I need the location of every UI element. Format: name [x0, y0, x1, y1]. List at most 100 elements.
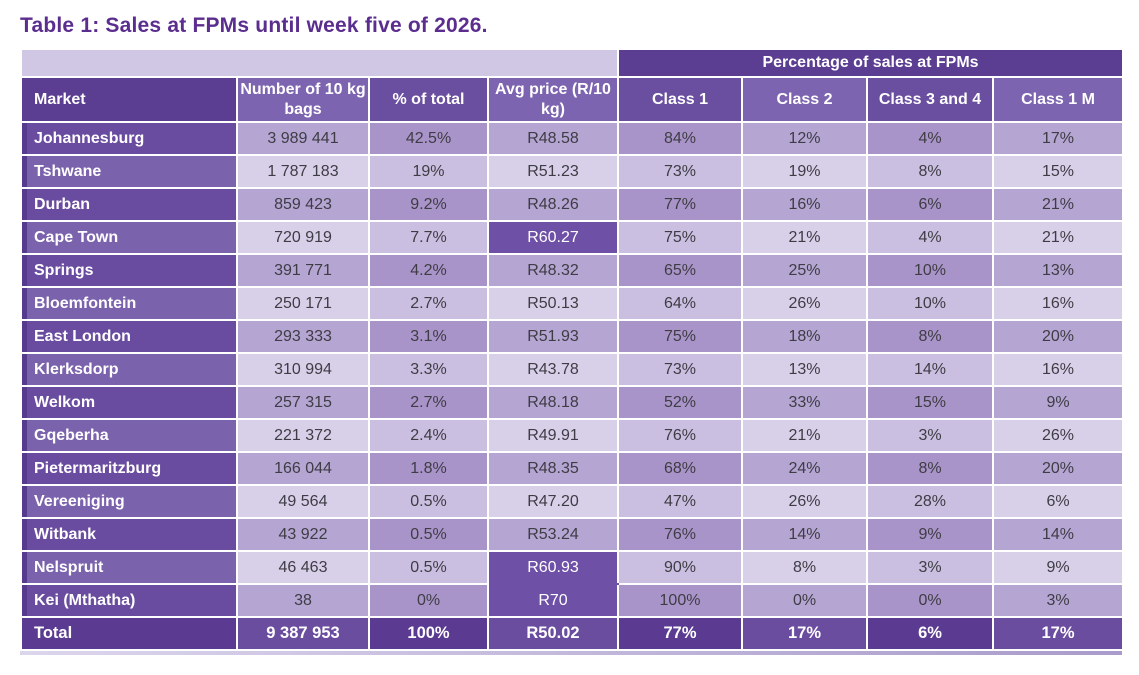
table-row: Johannesburg 3 989 441 42.5% R48.58 84% 12% 4%… [20, 121, 1125, 156]
table-row: Klerksdorp 310 994 3.3% R43.78 73% 13% 14% 16% [20, 352, 1125, 387]
column-header-class1m: Class 1 M [991, 76, 1125, 123]
market-cell: Welkom [20, 385, 238, 420]
total-class1m-cell: 17% [991, 616, 1125, 651]
table-row: Cape Town 720 919 7.7% R60.27 75% 21% 4% 21% [20, 220, 1125, 255]
class2-cell: 26% [741, 484, 868, 519]
avg-price-cell: R47.20 [487, 484, 619, 519]
avg-price-cell: R48.58 [487, 121, 619, 156]
class3and4-cell: 10% [866, 253, 994, 288]
class2-cell: 19% [741, 154, 868, 189]
avg-price-cell: R53.24 [487, 517, 619, 552]
bags-cell: 221 372 [236, 418, 370, 453]
table-row: Gqeberha 221 372 2.4% R49.91 76% 21% 3% 26% [20, 418, 1125, 453]
column-header-class2: Class 2 [741, 76, 868, 123]
avg-price-cell: R60.93 [487, 550, 619, 585]
class3and4-cell: 0% [866, 583, 994, 618]
group-header: Percentage of sales at FPMs [616, 48, 1125, 78]
class3and4-cell: 3% [866, 550, 994, 585]
avg-price-cell: R49.91 [487, 418, 619, 453]
table-row: Durban 859 423 9.2% R48.26 77% 16% 6% 21% [20, 187, 1125, 222]
total-row: Total 9 387 953 100% R50.02 77% 17% 6% 17% [20, 616, 1125, 651]
class1-cell: 76% [617, 418, 743, 453]
bags-cell: 257 315 [236, 385, 370, 420]
class1m-cell: 26% [991, 418, 1125, 453]
class3and4-cell: 8% [866, 451, 994, 486]
pct-total-cell: 7.7% [368, 220, 489, 255]
pct-total-cell: 42.5% [368, 121, 489, 156]
class1m-cell: 6% [991, 484, 1125, 519]
class3and4-cell: 9% [866, 517, 994, 552]
table-row: Nelspruit 46 463 0.5% R60.93 90% 8% 3% 9% [20, 550, 1125, 585]
total-class3and4-cell: 6% [866, 616, 994, 651]
column-header-class1: Class 1 [617, 76, 743, 123]
market-cell: Pietermaritzburg [20, 451, 238, 486]
class1-cell: 47% [617, 484, 743, 519]
table-row: Bloemfontein 250 171 2.7% R50.13 64% 26% 10% 16… [20, 286, 1125, 321]
market-cell: Bloemfontein [20, 286, 238, 321]
class3and4-cell: 28% [866, 484, 994, 519]
table-row: Kei (Mthatha) 38 0% R70 100% 0% 0% 3% [20, 583, 1125, 618]
class1-cell: 75% [617, 220, 743, 255]
class1-cell: 77% [617, 187, 743, 222]
column-header-avg-price: Avg price (R/10 kg) [487, 76, 619, 123]
avg-price-cell: R48.26 [487, 187, 619, 222]
table-body: Johannesburg 3 989 441 42.5% R48.58 84% 12% 4%… [20, 121, 1125, 651]
market-cell: Witbank [20, 517, 238, 552]
column-header-pct-total: % of total [368, 76, 489, 123]
bags-cell: 38 [236, 583, 370, 618]
avg-price-cell: R48.35 [487, 451, 619, 486]
market-cell: Vereeniging [20, 484, 238, 519]
column-header-row: Market Number of 10 kg bags % of total A… [20, 76, 1125, 123]
pct-total-cell: 1.8% [368, 451, 489, 486]
pct-total-cell: 9.2% [368, 187, 489, 222]
pct-total-cell: 0.5% [368, 484, 489, 519]
class1m-cell: 13% [991, 253, 1125, 288]
class1m-cell: 17% [991, 121, 1125, 156]
class1-cell: 84% [617, 121, 743, 156]
class1-cell: 73% [617, 352, 743, 387]
bags-cell: 1 787 183 [236, 154, 370, 189]
class3and4-cell: 15% [866, 385, 994, 420]
class2-cell: 0% [741, 583, 868, 618]
class2-cell: 25% [741, 253, 868, 288]
class1m-cell: 21% [991, 187, 1125, 222]
class1m-cell: 16% [991, 286, 1125, 321]
pct-total-cell: 3.1% [368, 319, 489, 354]
market-cell: East London [20, 319, 238, 354]
avg-price-cell: R60.27 [487, 220, 619, 255]
table-title: Table 1: Sales at FPMs until week five o… [20, 14, 488, 37]
table-shadow [20, 651, 1122, 655]
class2-cell: 16% [741, 187, 868, 222]
table-row: Pietermaritzburg 166 044 1.8% R48.35 68% 24% 8… [20, 451, 1125, 486]
class1-cell: 73% [617, 154, 743, 189]
table-row: Welkom 257 315 2.7% R48.18 52% 33% 15% 9% [20, 385, 1125, 420]
class1-cell: 76% [617, 517, 743, 552]
pct-total-cell: 2.4% [368, 418, 489, 453]
market-cell: Cape Town [20, 220, 238, 255]
class2-cell: 18% [741, 319, 868, 354]
class1-cell: 90% [617, 550, 743, 585]
bags-cell: 43 922 [236, 517, 370, 552]
class2-cell: 26% [741, 286, 868, 321]
class2-cell: 21% [741, 220, 868, 255]
class1m-cell: 20% [991, 451, 1125, 486]
class2-cell: 13% [741, 352, 868, 387]
total-class1-cell: 77% [617, 616, 743, 651]
total-bags-cell: 9 387 953 [236, 616, 370, 651]
class2-cell: 24% [741, 451, 868, 486]
class2-cell: 14% [741, 517, 868, 552]
total-class2-cell: 17% [741, 616, 868, 651]
market-cell: Nelspruit [20, 550, 238, 585]
market-cell: Kei (Mthatha) [20, 583, 238, 618]
table-row: East London 293 333 3.1% R51.93 75% 18% 8% 20% [20, 319, 1125, 354]
class3and4-cell: 8% [866, 154, 994, 189]
market-cell: Tshwane [20, 154, 238, 189]
pct-total-cell: 2.7% [368, 385, 489, 420]
pct-total-cell: 19% [368, 154, 489, 189]
bags-cell: 859 423 [236, 187, 370, 222]
class1m-cell: 21% [991, 220, 1125, 255]
bags-cell: 166 044 [236, 451, 370, 486]
column-header-bags: Number of 10 kg bags [236, 76, 370, 123]
class1m-cell: 14% [991, 517, 1125, 552]
bags-cell: 250 171 [236, 286, 370, 321]
